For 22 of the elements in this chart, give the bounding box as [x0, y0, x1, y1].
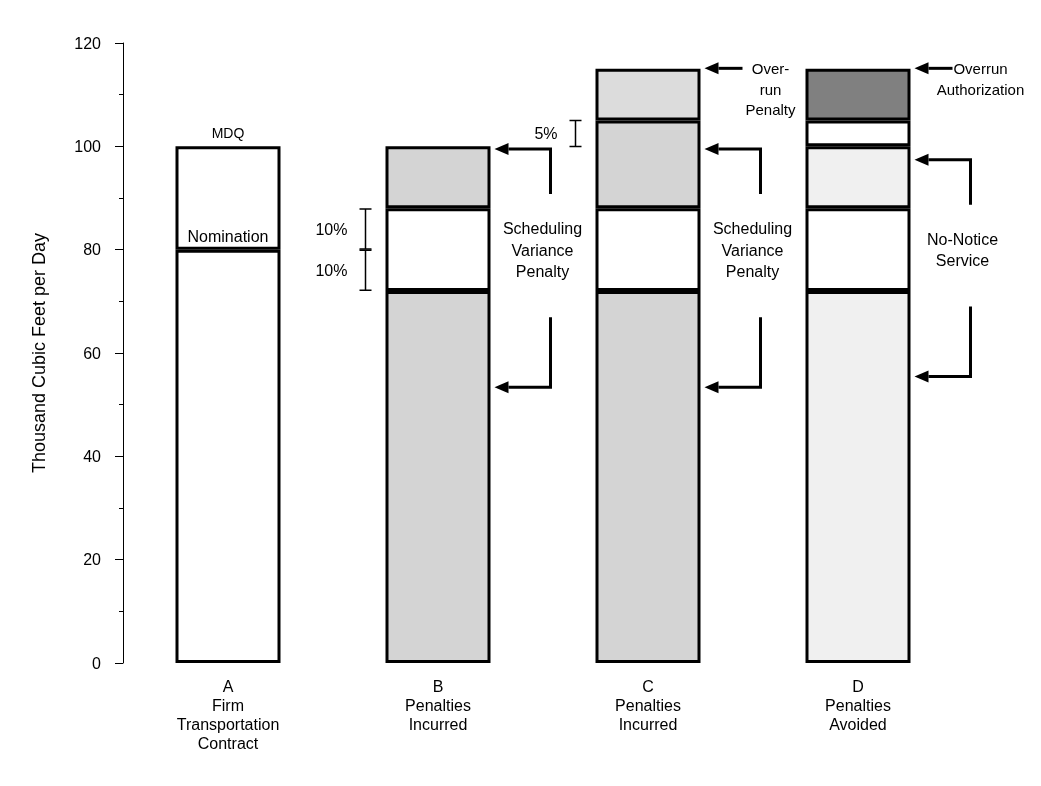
y-axis-title: Thousand Cubic Feet per Day: [29, 232, 49, 474]
y-tick-label: 20: [83, 551, 102, 569]
annotation: 10%: [315, 221, 348, 238]
annotation: Scheduling Variance Penalty: [712, 220, 793, 281]
annotation: Over- run Penalty: [745, 60, 797, 118]
x-tick-label: B Penalties Incurred: [405, 678, 471, 733]
annotation: MDQ: [211, 125, 245, 142]
x-tick-label: A Firm Transportation Contract: [176, 678, 280, 752]
y-tick-label: 80: [83, 241, 102, 259]
annotation: 5%: [534, 125, 558, 143]
annotation: Overrun Authorization: [936, 60, 1025, 98]
annotation: Scheduling Variance Penalty: [502, 220, 583, 281]
x-tick-label: C Penalties Incurred: [615, 678, 681, 733]
annotation: Nomination: [187, 227, 269, 245]
y-tick-label: 0: [92, 654, 102, 672]
y-tick-label: 60: [83, 344, 102, 362]
annotation: 10%: [315, 262, 348, 280]
y-tick-label: 40: [83, 447, 102, 465]
y-tick-label: 100: [74, 137, 102, 155]
x-tick-label: D Penalties Avoided: [825, 678, 891, 733]
annotation: No-Notice Service: [926, 230, 999, 270]
y-tick-label: 120: [74, 34, 102, 52]
